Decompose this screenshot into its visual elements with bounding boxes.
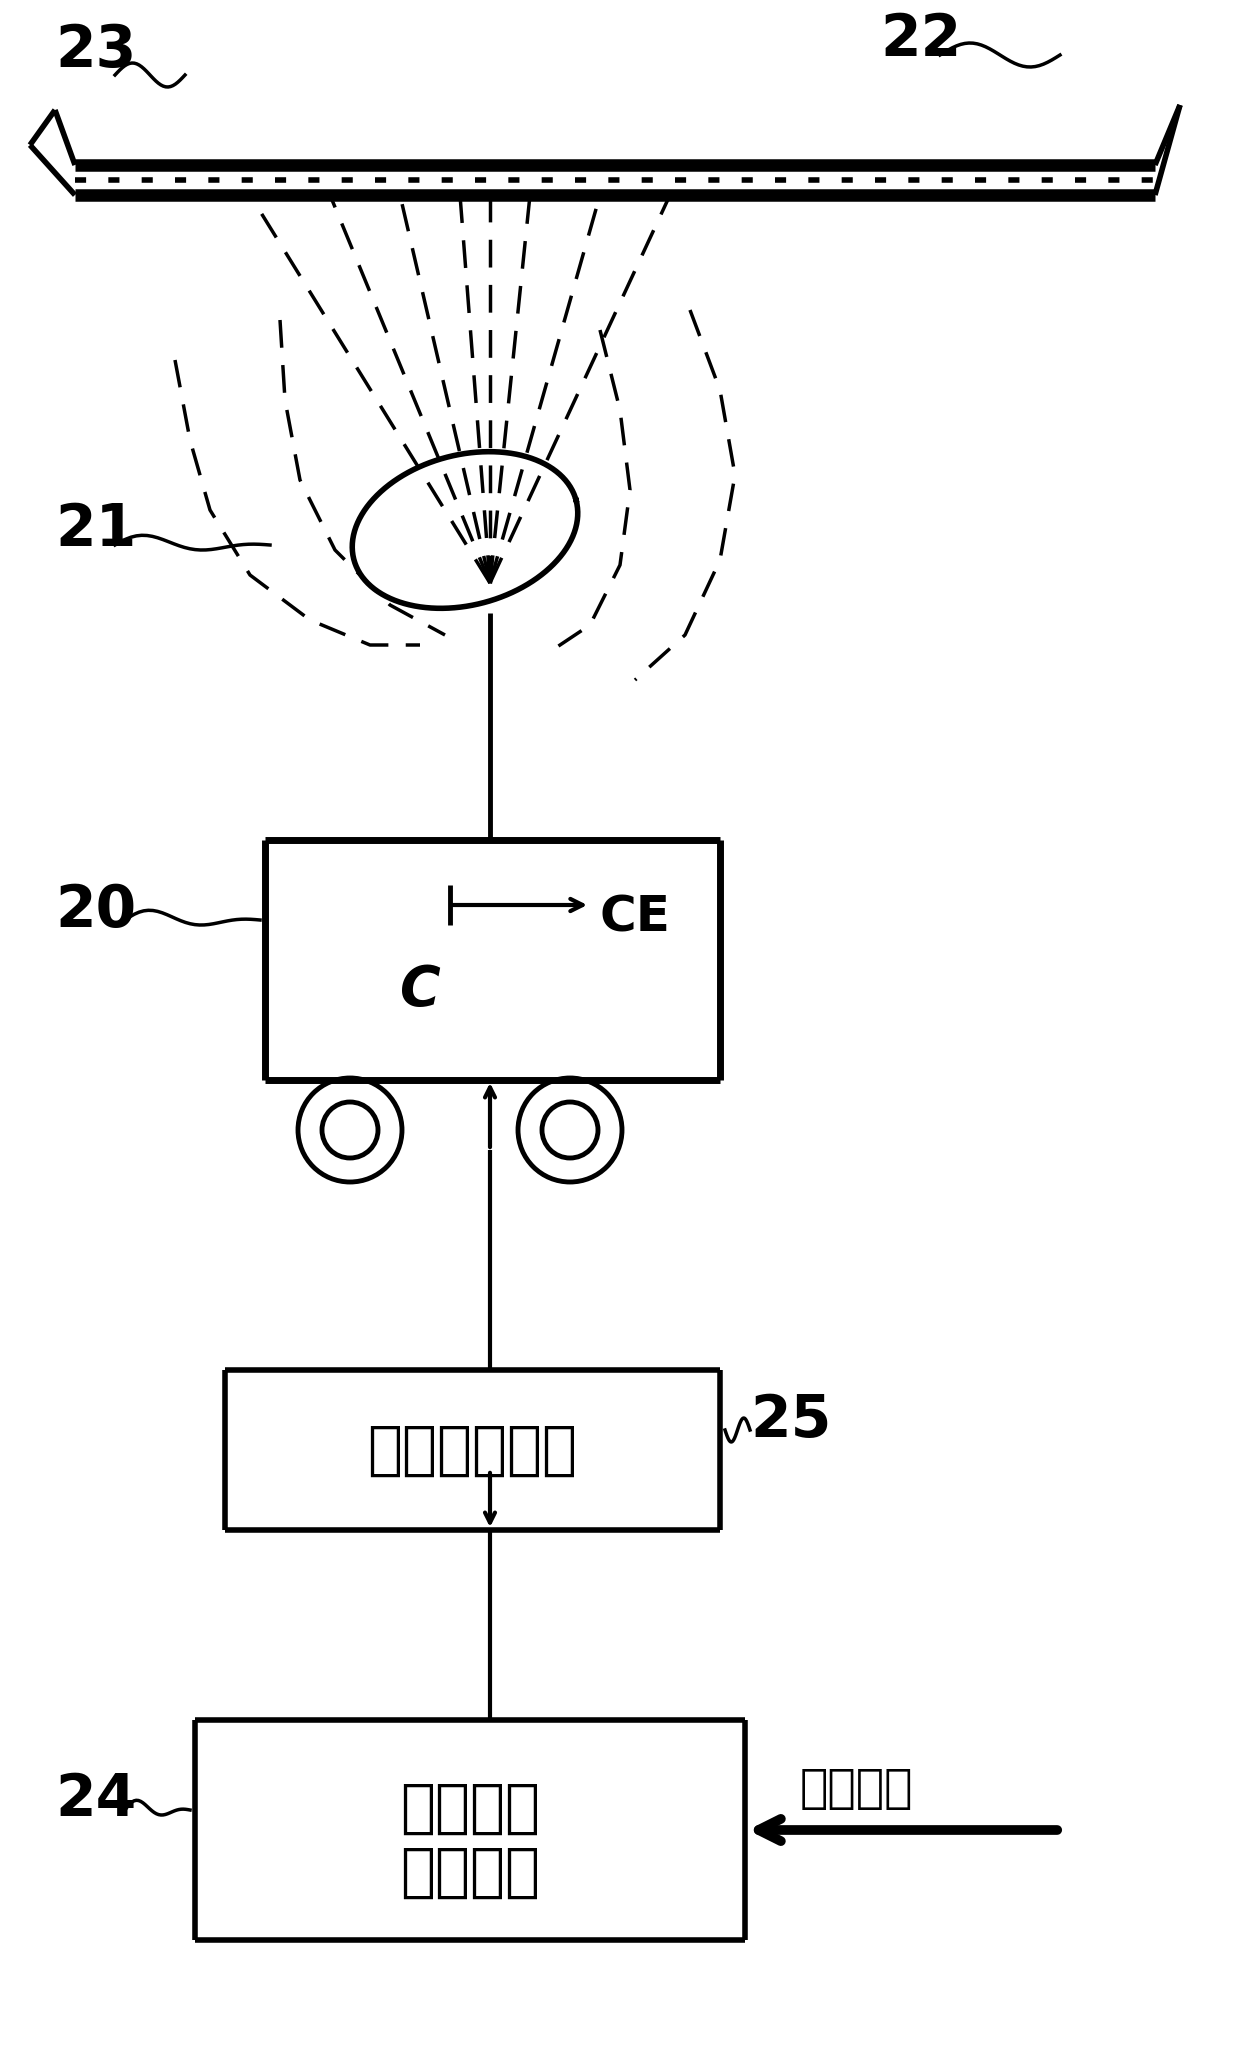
Text: 24: 24	[54, 1772, 136, 1828]
Text: 数字信号: 数字信号	[400, 1780, 540, 1836]
Text: 20: 20	[54, 882, 136, 938]
Text: 21: 21	[54, 501, 136, 559]
Text: 控制信号: 控制信号	[800, 1768, 914, 1813]
Text: 25: 25	[750, 1391, 832, 1449]
Text: 模拟驱动电路: 模拟驱动电路	[368, 1422, 577, 1478]
Text: C: C	[400, 963, 441, 1016]
Text: CE: CE	[600, 892, 671, 942]
Text: 处理装置: 处理装置	[400, 1844, 540, 1900]
Text: 22: 22	[880, 12, 961, 68]
Text: 23: 23	[54, 21, 136, 79]
